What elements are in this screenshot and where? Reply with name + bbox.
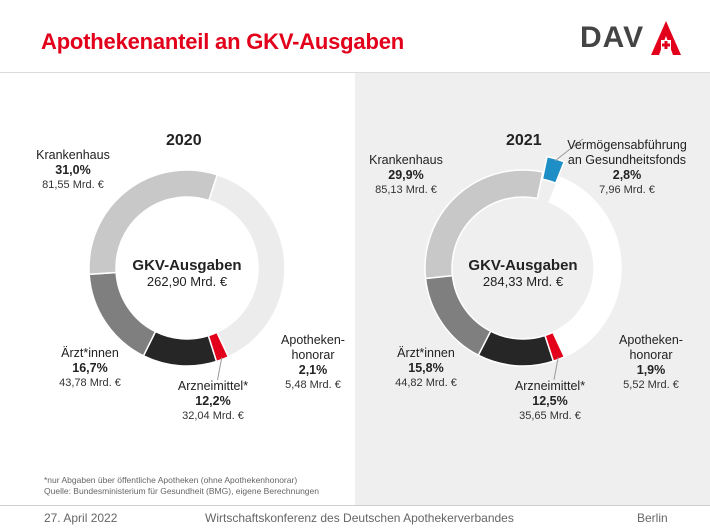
chart-2021-label-aerzte: Ärzt*innen 15,8% 44,82 Mrd. € bbox=[395, 346, 457, 389]
chart-2021-segment-4 bbox=[541, 155, 566, 185]
chart-2021-leader-line-vermoegen bbox=[554, 138, 584, 162]
footer-date: 27. April 2022 bbox=[44, 511, 118, 525]
title-divider bbox=[0, 72, 710, 73]
footnotes: *nur Abgaben über öffentliche Apotheken … bbox=[44, 475, 319, 497]
chart-2021-segment-5 bbox=[548, 175, 622, 358]
footnote-source: Quelle: Bundesministerium für Gesundheit… bbox=[44, 486, 319, 496]
apotheke-a-icon bbox=[651, 21, 681, 55]
chart-2021-label-krankenhaus: Krankenhaus 29,9% 85,13 Mrd. € bbox=[369, 153, 443, 196]
footer-event: Wirtschaftskonferenz des Deutschen Apoth… bbox=[205, 511, 514, 525]
footer-divider bbox=[0, 505, 710, 506]
chart-2021-center-title: GKV-Ausgaben bbox=[468, 257, 578, 274]
chart-2020-center: GKV-Ausgaben 262,90 Mrd. € bbox=[122, 257, 252, 289]
chart-2020-label-krankenhaus: Krankenhaus 31,0% 81,55 Mrd. € bbox=[36, 148, 110, 191]
chart-2020-leader-line bbox=[217, 357, 223, 381]
chart-2020-segment-4 bbox=[207, 173, 286, 358]
chart-2020-year: 2020 bbox=[166, 132, 202, 149]
chart-2021-segment-1 bbox=[477, 330, 555, 367]
chart-2020-label-arzneimittel: Arzneimittel* 12,2% 32,04 Mrd. € bbox=[177, 379, 249, 422]
chart-2020-label-apothekenhonorar: Apotheken- honorar 2,1% 5,48 Mrd. € bbox=[281, 333, 345, 391]
logo-text: DAV bbox=[580, 21, 645, 54]
slide-title: Apothekenanteil an GKV-Ausgaben bbox=[41, 29, 404, 54]
footer-place: Berlin bbox=[637, 511, 668, 525]
chart-2021-leader-line bbox=[553, 357, 559, 380]
chart-2021-center-value: 284,33 Mrd. € bbox=[482, 274, 564, 289]
chart-2021-label-vermoegensabfuehrung: Vermögensabführung an Gesundheitsfonds 2… bbox=[567, 138, 687, 196]
footnote-1: *nur Abgaben über öffentliche Apotheken … bbox=[44, 475, 298, 485]
chart-2020-segment-1 bbox=[142, 330, 218, 367]
chart-2020-center-title: GKV-Ausgaben bbox=[132, 257, 242, 274]
chart-2021-year: 2021 bbox=[506, 132, 542, 149]
chart-2021-segment-3 bbox=[424, 169, 544, 280]
chart-2021-label-apothekenhonorar: Apotheken- honorar 1,9% 5,52 Mrd. € bbox=[619, 333, 683, 391]
chart-2020-label-aerzte: Ärzt*innen 16,7% 43,78 Mrd. € bbox=[59, 346, 121, 389]
chart-2021-center: GKV-Ausgaben 284,33 Mrd. € bbox=[458, 257, 588, 289]
chart-2020-center-value: 262,90 Mrd. € bbox=[146, 274, 228, 289]
right-panel-background bbox=[355, 73, 710, 505]
donut-charts bbox=[88, 138, 622, 381]
chart-2021-label-arzneimittel: Arzneimittel* 12,5% 35,65 Mrd. € bbox=[514, 379, 586, 422]
